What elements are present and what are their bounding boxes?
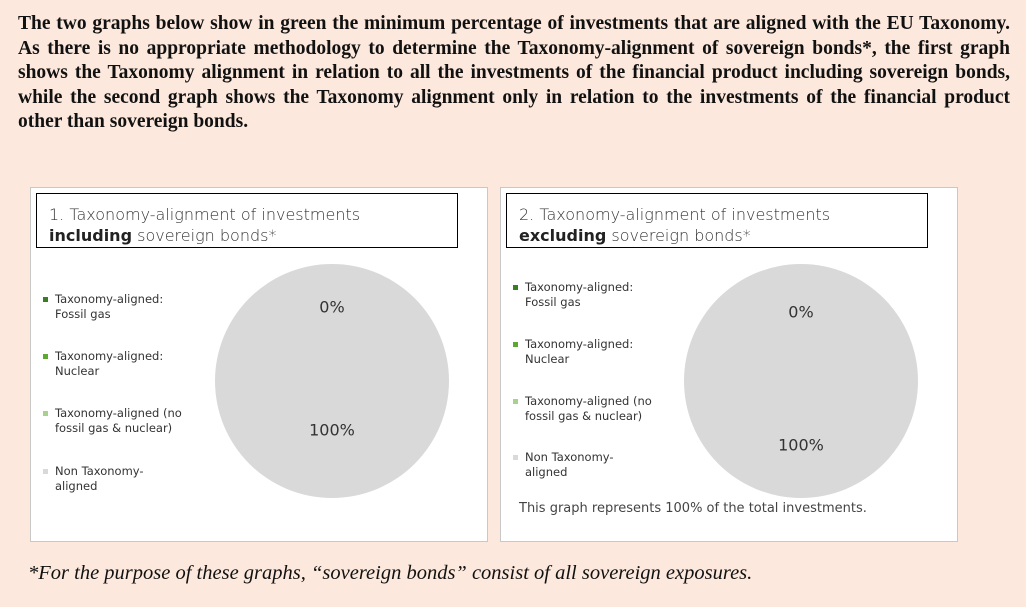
- title-text: sovereign bonds*: [611, 226, 751, 245]
- legend-item: Taxonomy-aligned: Fossil gas: [513, 280, 685, 310]
- chart-panel: 1. Taxonomy-alignment of investments inc…: [30, 187, 488, 542]
- intro-text: The two graphs below show in green the m…: [18, 13, 1010, 132]
- data-label: 0%: [319, 298, 344, 317]
- legend-marker: [513, 342, 518, 347]
- chart-note: This graph represents 100% of the total …: [519, 501, 867, 516]
- data-label: 0%: [788, 303, 813, 322]
- legend-item: Non Taxonomy- aligned: [513, 450, 685, 480]
- title-text: 1. Taxonomy-alignment of investments: [49, 205, 361, 224]
- legend-marker: [43, 297, 48, 302]
- legend-marker: [513, 285, 518, 290]
- legend-item: Taxonomy-aligned: Nuclear: [513, 337, 685, 367]
- data-label: 100%: [309, 421, 355, 440]
- legend-marker: [513, 399, 518, 404]
- legend-label: Taxonomy-aligned: Fossil gas: [55, 292, 164, 321]
- legend-marker: [43, 469, 48, 474]
- legend-label: Non Taxonomy- aligned: [525, 450, 614, 479]
- pie-slice: [684, 264, 918, 498]
- legend-marker: [43, 354, 48, 359]
- pie-chart: 0% 100%: [215, 264, 449, 498]
- pie-chart: 0% 100%: [684, 264, 918, 498]
- legend-item: Non Taxonomy- aligned: [43, 464, 215, 494]
- pie-slice: [215, 264, 449, 498]
- chart-title: 1. Taxonomy-alignment of investments inc…: [36, 193, 458, 248]
- legend-item: Taxonomy-aligned (no fossil gas & nuclea…: [513, 394, 685, 424]
- chart-title: 2. Taxonomy-alignment of investments exc…: [506, 193, 928, 248]
- legend-item: Taxonomy-aligned: Nuclear: [43, 349, 215, 379]
- legend-label: Taxonomy-aligned: Nuclear: [55, 349, 164, 378]
- title-emphasis: including: [49, 226, 133, 245]
- legend-label: Non Taxonomy- aligned: [55, 464, 144, 493]
- legend-marker: [43, 411, 48, 416]
- legend-label: Taxonomy-aligned: Fossil gas: [525, 280, 634, 309]
- legend-marker: [513, 455, 518, 460]
- chart-panel: 2. Taxonomy-alignment of investments exc…: [500, 187, 958, 542]
- legend-item: Taxonomy-aligned (no fossil gas & nuclea…: [43, 406, 215, 436]
- legend-label: Taxonomy-aligned (no fossil gas & nuclea…: [55, 406, 182, 435]
- title-text: 2. Taxonomy-alignment of investments: [519, 205, 831, 224]
- legend-label: Taxonomy-aligned: Nuclear: [525, 337, 634, 366]
- data-label: 100%: [778, 436, 824, 455]
- title-text: sovereign bonds*: [137, 226, 277, 245]
- legend-label: Taxonomy-aligned (no fossil gas & nuclea…: [525, 394, 652, 423]
- legend-item: Taxonomy-aligned: Fossil gas: [43, 292, 215, 322]
- title-emphasis: excluding: [519, 226, 607, 245]
- footnote: *For the purpose of these graphs, “sover…: [28, 562, 753, 584]
